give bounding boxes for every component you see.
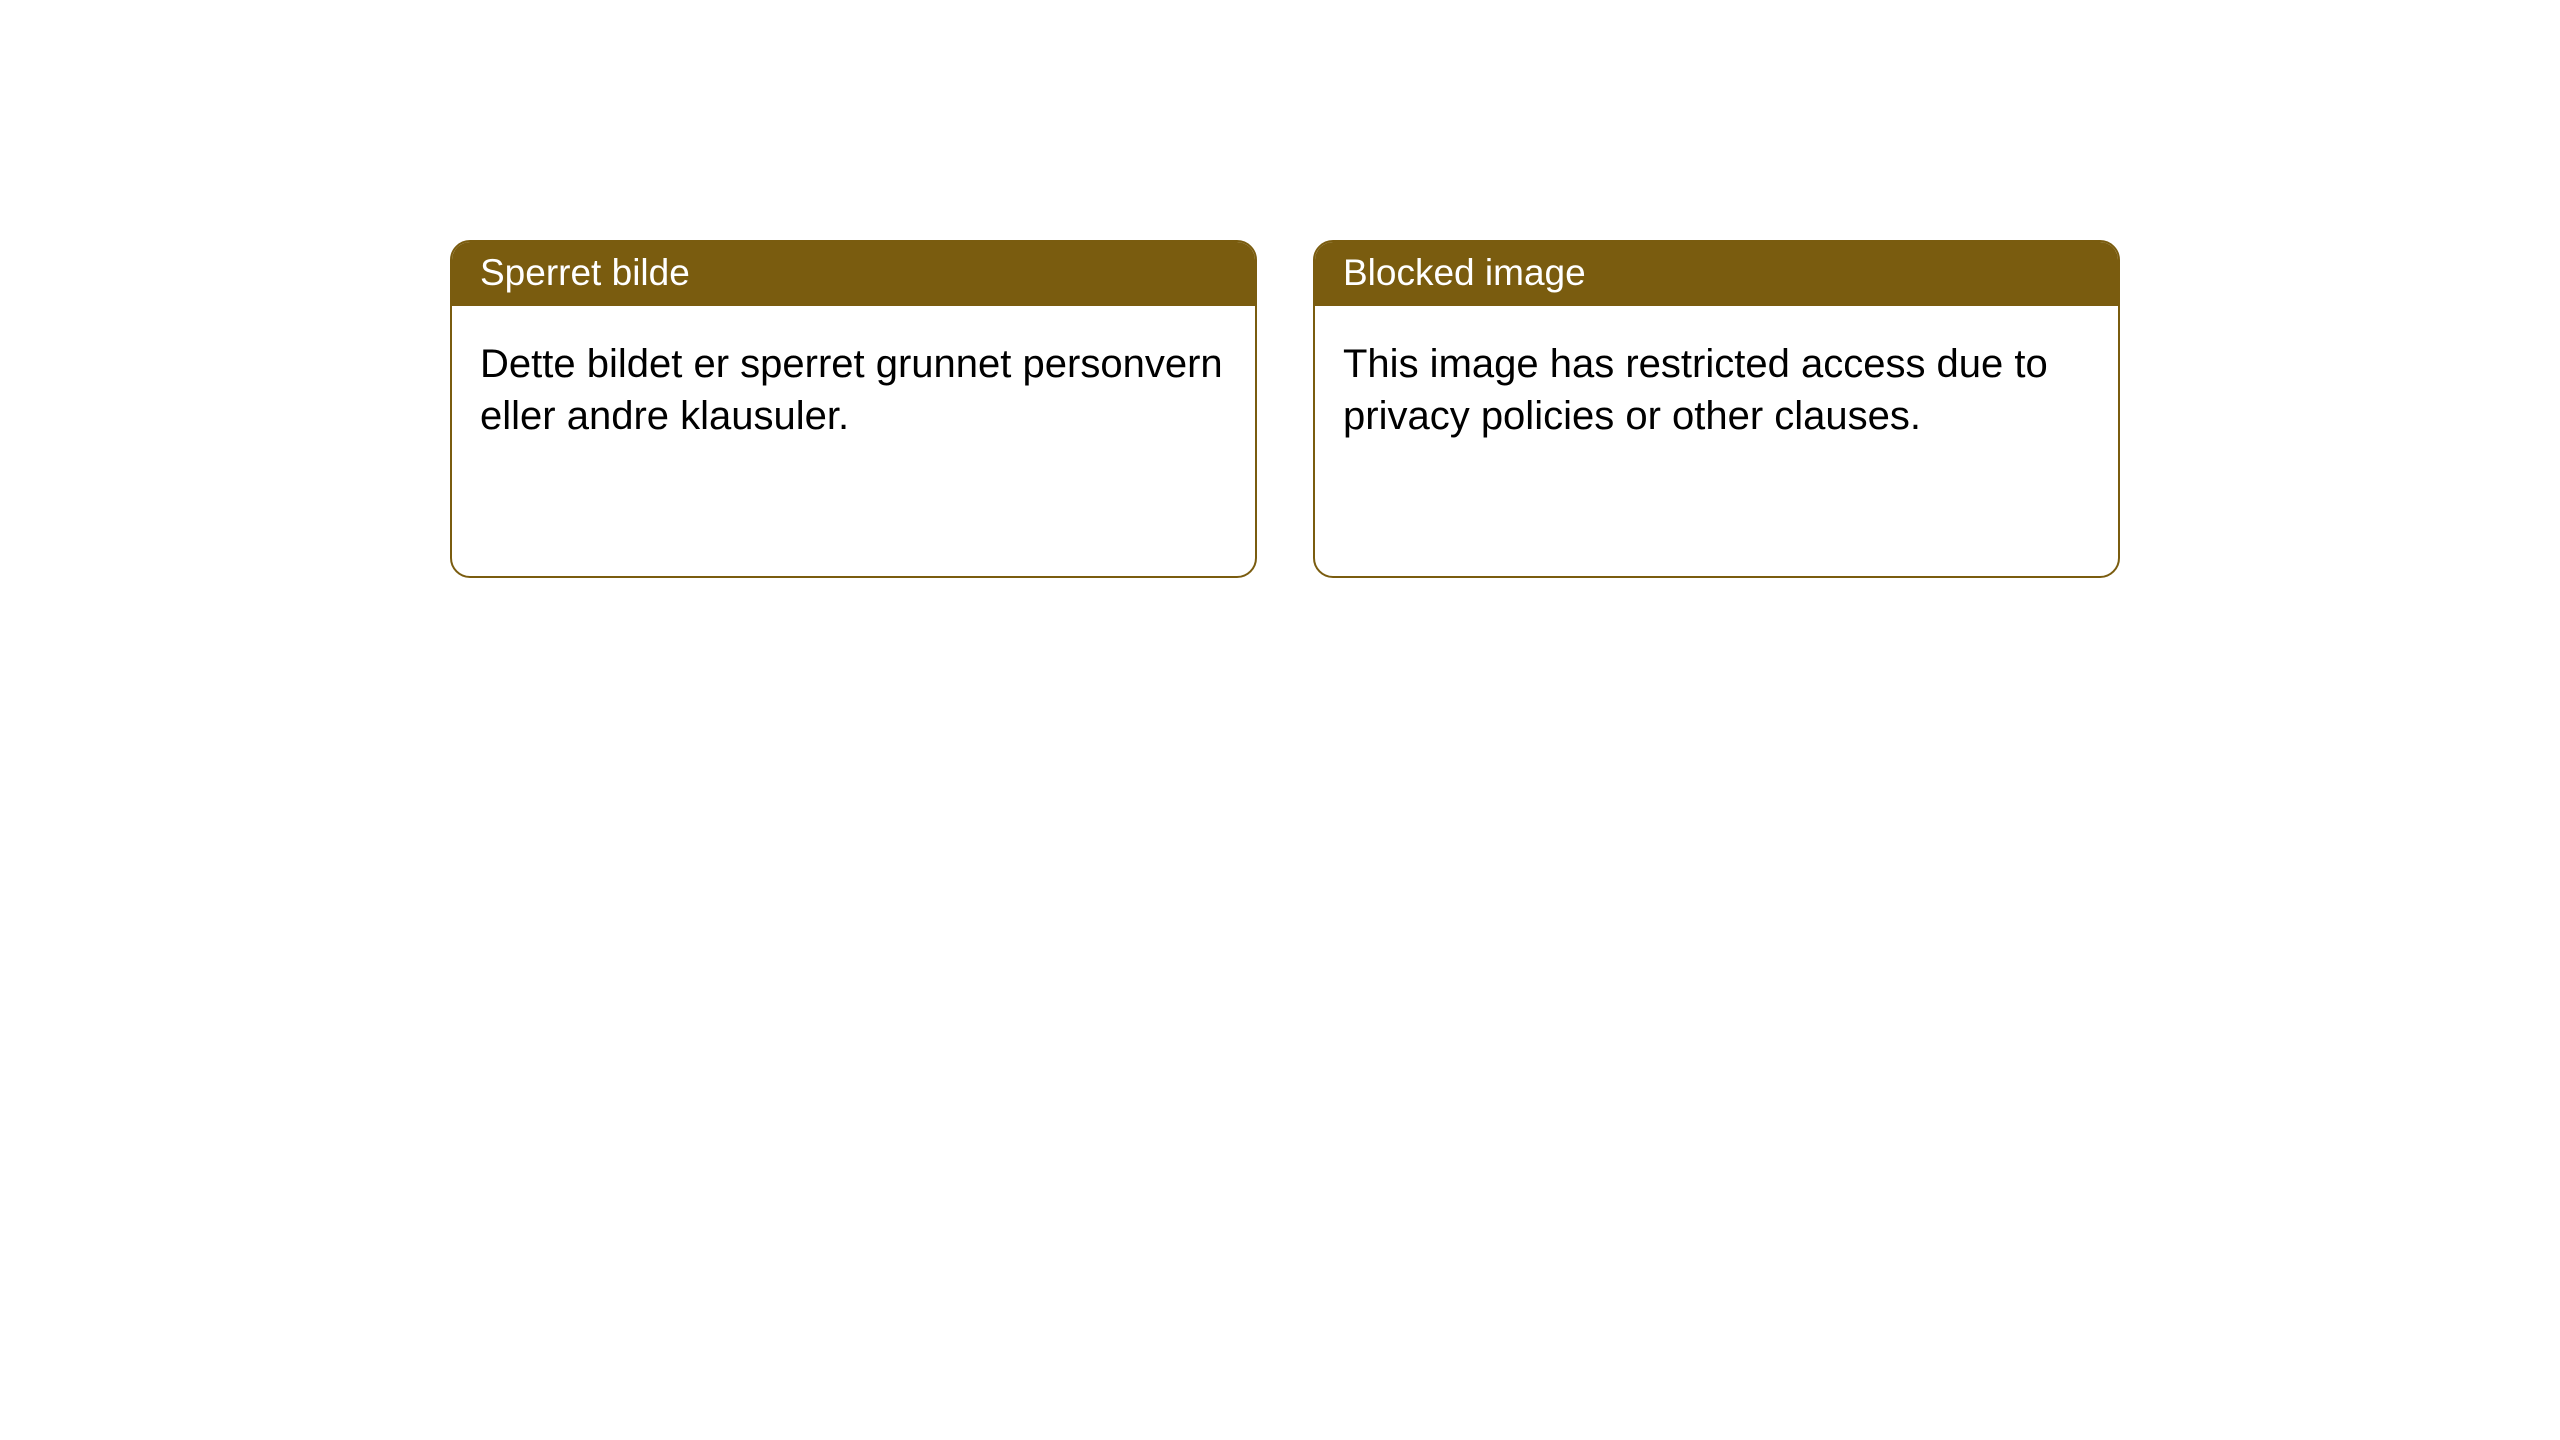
notice-body: This image has restricted access due to …	[1315, 306, 2118, 474]
notice-card-english: Blocked image This image has restricted …	[1313, 240, 2120, 578]
notice-header: Sperret bilde	[452, 242, 1255, 306]
notice-card-norwegian: Sperret bilde Dette bildet er sperret gr…	[450, 240, 1257, 578]
notice-container: Sperret bilde Dette bildet er sperret gr…	[0, 0, 2560, 578]
notice-body: Dette bildet er sperret grunnet personve…	[452, 306, 1255, 474]
notice-header: Blocked image	[1315, 242, 2118, 306]
